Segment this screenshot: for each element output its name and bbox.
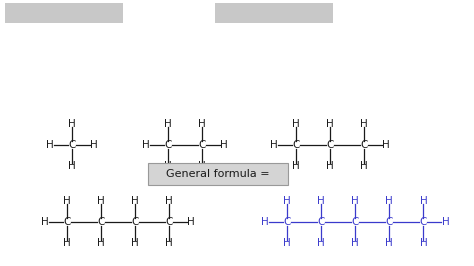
Text: H: H [68,119,76,129]
Text: H: H [131,196,139,206]
Text: H: H [283,196,291,206]
Text: H: H [326,119,334,129]
Text: H: H [63,238,71,248]
Text: C: C [63,217,70,227]
Text: H: H [97,238,105,248]
Text: H: H [142,140,150,150]
Text: C: C [97,217,105,227]
Text: C: C [283,217,290,227]
Text: H: H [317,196,325,206]
Text: H: H [187,217,195,227]
Text: H: H [46,140,54,150]
Text: H: H [360,161,368,171]
Text: H: H [283,238,291,248]
Bar [5,3,123,23]
Text: C: C [199,140,206,150]
Text: H: H [90,140,98,150]
Text: H: H [198,119,206,129]
Text: H: H [97,196,105,206]
Text: General formula =: General formula = [166,169,270,179]
Text: H: H [360,119,368,129]
Text: H: H [63,196,71,206]
Text: H: H [385,238,393,248]
Text: H: H [131,238,139,248]
Text: H: H [198,161,206,171]
Text: C: C [326,140,334,150]
Text: H: H [351,196,359,206]
Text: H: H [164,119,172,129]
Text: C: C [419,217,427,227]
Bar [148,163,288,185]
Text: H: H [292,119,300,129]
Text: C: C [164,140,172,150]
Bar [215,3,333,23]
Text: C: C [165,217,173,227]
Text: H: H [165,196,173,206]
Text: H: H [261,217,268,227]
Text: C: C [68,140,76,150]
Text: H: H [220,140,228,150]
Text: H: H [41,217,48,227]
Text: H: H [441,217,449,227]
Text: H: H [270,140,278,150]
Text: H: H [385,196,393,206]
Text: H: H [317,238,325,248]
Text: H: H [419,238,427,248]
Text: H: H [383,140,390,150]
Text: C: C [131,217,139,227]
Text: H: H [165,238,173,248]
Text: H: H [164,161,172,171]
Text: C: C [385,217,393,227]
Text: H: H [351,238,359,248]
Text: H: H [68,161,76,171]
Text: C: C [292,140,300,150]
Text: C: C [317,217,325,227]
Text: H: H [292,161,300,171]
Text: H: H [326,161,334,171]
Text: C: C [361,140,368,150]
Text: H: H [419,196,427,206]
Text: C: C [351,217,359,227]
